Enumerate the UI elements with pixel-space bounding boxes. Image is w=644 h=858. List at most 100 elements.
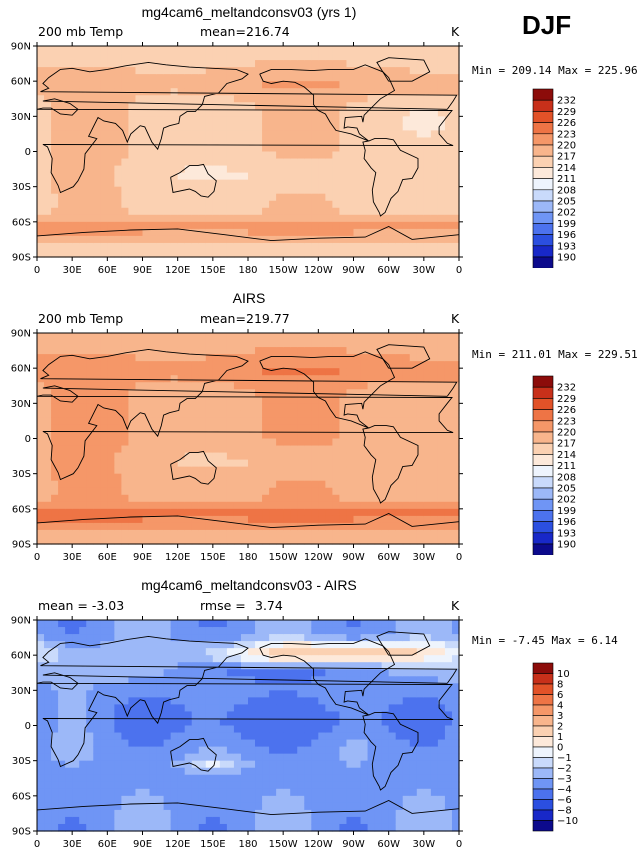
map-cell: [388, 333, 397, 341]
map-cell: [142, 46, 151, 54]
map-cell: [58, 382, 66, 390]
map-cell: [37, 823, 45, 832]
panel-1-units: K: [451, 24, 460, 39]
map-cell: [65, 823, 73, 832]
map-cell: [65, 725, 73, 734]
map-cell: [423, 410, 432, 418]
map-cell: [205, 788, 214, 797]
map-cell: [135, 641, 144, 649]
map-cell: [416, 67, 425, 75]
map-cell: [198, 347, 207, 355]
map-cell: [128, 102, 137, 110]
map-cell: [276, 116, 284, 124]
map-cell: [381, 424, 390, 433]
map-cell: [353, 214, 362, 223]
map-cell: [395, 438, 404, 447]
map-cell: [416, 354, 425, 362]
map-cell: [100, 473, 108, 482]
map-cell: [451, 109, 460, 117]
map-cell: [163, 760, 172, 769]
map-cell: [65, 67, 73, 75]
map-cell: [184, 459, 193, 468]
colorbar-swatch: [532, 133, 554, 146]
map-cell: [191, 746, 200, 755]
map-cell: [395, 207, 404, 216]
map-cell: [93, 417, 101, 426]
map-cell: [233, 438, 242, 447]
map-cell: [198, 452, 207, 461]
map-cell: [198, 725, 207, 734]
map-cell: [135, 221, 144, 230]
colorbar-label: 220: [557, 428, 576, 439]
map-cell: [72, 116, 80, 124]
map-cell: [184, 368, 193, 376]
map-cell: [233, 718, 242, 727]
map-cell: [58, 396, 66, 404]
map-cell: [226, 676, 235, 684]
map-cell: [240, 67, 249, 75]
map-cell: [149, 809, 158, 818]
map-cell: [184, 816, 193, 825]
map-cell: [339, 389, 348, 397]
map-cell: [65, 382, 73, 390]
map-cell: [283, 431, 291, 440]
map-cell: [212, 95, 221, 103]
map-cell: [240, 46, 249, 54]
map-cell: [191, 403, 200, 411]
map-cell: [226, 431, 235, 440]
map-cell: [135, 655, 144, 663]
map-cell: [121, 333, 130, 341]
map-cell: [65, 669, 73, 677]
map-cell: [191, 459, 200, 468]
map-cell: [100, 382, 108, 390]
map-cell: [149, 802, 158, 811]
map-cell: [219, 508, 228, 517]
coastline: [259, 64, 419, 217]
map-cell: [58, 123, 66, 131]
map-cell: [367, 494, 376, 503]
map-cell: [128, 60, 137, 68]
map-cell: [219, 417, 228, 426]
map-cell: [65, 102, 73, 110]
map-cell: [304, 711, 312, 720]
map-cell: [72, 641, 80, 649]
map-cell: [37, 389, 45, 397]
map-cell: [360, 214, 369, 223]
map-cell: [37, 494, 45, 503]
map-cell: [58, 102, 66, 110]
map-cell: [184, 242, 193, 251]
map-cell: [212, 767, 221, 776]
map-cell: [184, 753, 193, 762]
map-cell: [198, 165, 207, 174]
map-cell: [79, 487, 87, 496]
x-tick-label: 0: [456, 265, 462, 276]
map-cell: [283, 193, 291, 202]
map-cell: [114, 718, 122, 727]
map-cell: [423, 165, 432, 174]
map-cell: [184, 382, 193, 390]
map-cell: [37, 172, 45, 181]
map-cell: [184, 445, 193, 454]
map-cell: [149, 760, 158, 769]
map-cell: [290, 60, 298, 68]
map-cell: [269, 151, 277, 160]
map-cell: [184, 130, 193, 139]
map-cell: [409, 452, 418, 461]
map-cell: [367, 431, 376, 440]
map-cell: [311, 207, 319, 216]
map-cell: [65, 53, 73, 61]
map-cell: [430, 200, 439, 209]
map-cell: [444, 109, 453, 117]
map-cell: [170, 459, 179, 468]
map-cell: [269, 620, 277, 628]
map-cell: [44, 473, 52, 482]
map-cell: [290, 487, 298, 496]
x-tick-label: 0: [456, 552, 462, 563]
map-cell: [191, 46, 200, 54]
x-tick-label: 180: [238, 552, 257, 563]
map-cell: [114, 151, 122, 160]
map-cell: [191, 480, 200, 489]
map-cell: [360, 501, 369, 510]
map-cell: [262, 382, 270, 390]
map-cell: [451, 529, 460, 538]
